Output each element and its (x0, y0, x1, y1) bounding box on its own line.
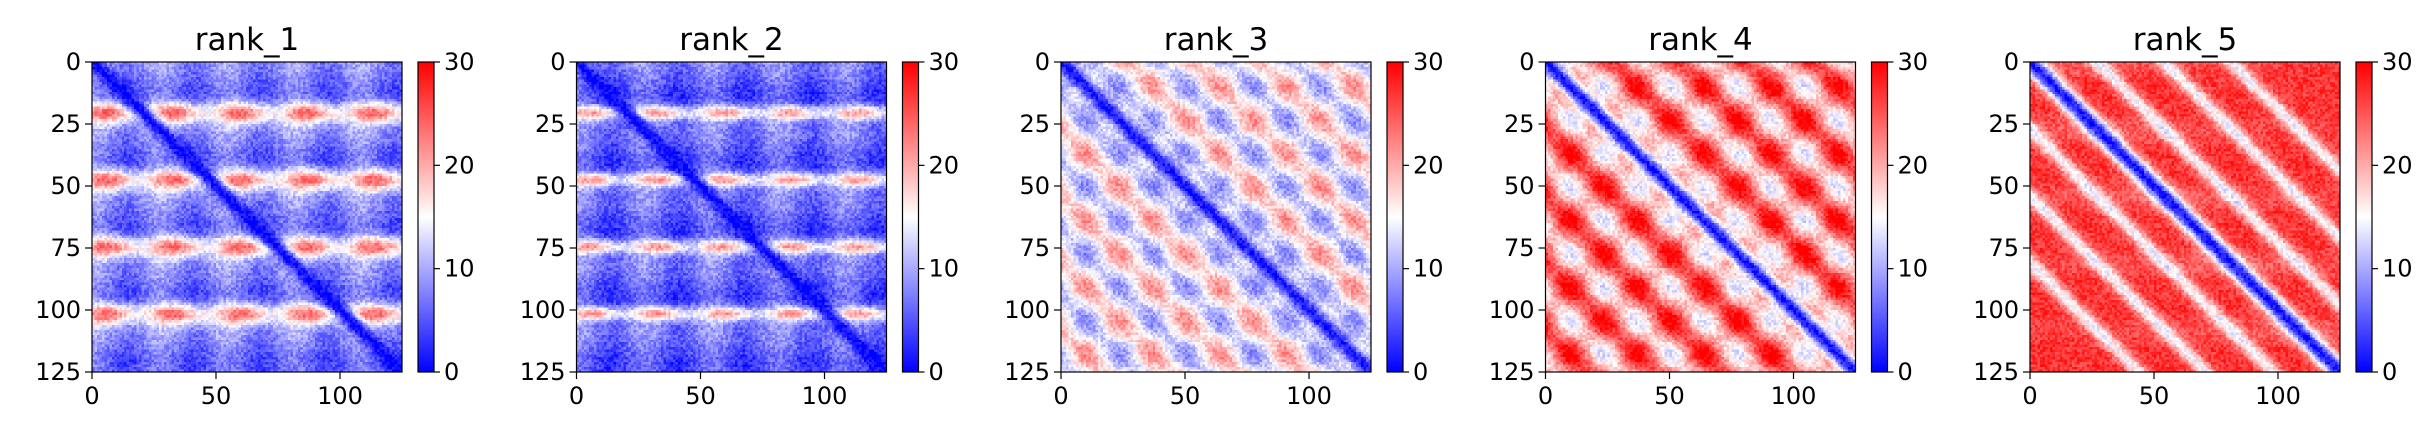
colorbar-frame (901, 61, 920, 373)
colorbar-tick-label: 10 (1413, 255, 1444, 283)
colorbar-tick-label: 0 (1898, 358, 1913, 386)
y-tick-label: 25 (535, 110, 566, 138)
y-tick-label: 25 (1988, 110, 2019, 138)
x-tick-label: 100 (2255, 382, 2301, 410)
x-tick-label: 100 (1286, 382, 1332, 410)
y-tick-label: 100 (1973, 296, 2019, 324)
y-tick-label: 75 (1988, 234, 2019, 262)
y-tick-label: 100 (35, 296, 81, 324)
colorbar-tick-label: 30 (1898, 48, 1929, 76)
colorbar-tick-label: 0 (444, 358, 459, 386)
y-tick-label: 50 (50, 172, 81, 200)
x-tick-label: 50 (1654, 382, 1685, 410)
x-tick-label: 0 (569, 382, 584, 410)
plot-frame (1060, 61, 1372, 373)
y-tick-label: 50 (1504, 172, 1535, 200)
y-tick-label: 100 (520, 296, 566, 324)
colorbar-tick-label: 30 (1413, 48, 1444, 76)
y-tick-label: 125 (35, 358, 81, 386)
colorbar-tick-label: 0 (929, 358, 944, 386)
y-tick-label: 25 (1019, 110, 1050, 138)
y-tick-label: 125 (1004, 358, 1050, 386)
y-tick-label: 50 (1988, 172, 2019, 200)
x-tick-label: 0 (84, 382, 99, 410)
colorbar-tick-label: 20 (1413, 151, 1444, 179)
y-tick-label: 25 (50, 110, 81, 138)
plot-frame (575, 61, 888, 373)
colorbar (1871, 62, 1888, 372)
y-tick-label: 0 (550, 48, 565, 76)
x-tick-label: 50 (201, 382, 232, 410)
heatmap-image (576, 62, 887, 372)
y-tick-label: 0 (2004, 48, 2019, 76)
colorbar-tick-label: 30 (2382, 48, 2413, 76)
colorbar-frame (417, 61, 435, 373)
x-tick-label: 0 (1538, 382, 1553, 410)
y-tick-label: 125 (1973, 358, 2019, 386)
colorbar-tick-label: 20 (1898, 151, 1929, 179)
colorbar-tick-label: 20 (929, 151, 960, 179)
colorbar (418, 62, 434, 372)
colorbar-tick-label: 20 (2382, 151, 2413, 179)
colorbar (1387, 62, 1403, 372)
y-tick-label: 0 (1035, 48, 1050, 76)
colorbar (902, 62, 919, 372)
colorbar-frame (1870, 61, 1889, 373)
y-tick-label: 0 (1519, 48, 1534, 76)
y-tick-label: 50 (1019, 172, 1050, 200)
chart-title: rank_5 (2133, 22, 2238, 58)
colorbar-tick-label: 10 (1898, 255, 1929, 283)
chart-title: rank_1 (195, 22, 300, 58)
x-tick-label: 100 (1771, 382, 1817, 410)
colorbar-tick-label: 10 (929, 255, 960, 283)
colorbar-tick-label: 30 (929, 48, 960, 76)
colorbar-tick-label: 30 (444, 48, 475, 76)
y-tick-label: 75 (1019, 234, 1050, 262)
y-tick-label: 100 (1004, 296, 1050, 324)
x-tick-label: 50 (685, 382, 716, 410)
y-tick-label: 75 (50, 234, 81, 262)
colorbar-tick-label: 0 (1413, 358, 1428, 386)
y-tick-label: 50 (535, 172, 566, 200)
y-tick-label: 25 (1504, 110, 1535, 138)
colorbar (2356, 62, 2372, 372)
x-tick-label: 100 (802, 382, 848, 410)
heatmap-image (1545, 62, 1856, 372)
chart-title: rank_3 (1164, 22, 1269, 58)
x-tick-label: 0 (2022, 382, 2037, 410)
x-tick-label: 0 (1053, 382, 1068, 410)
y-tick-label: 125 (520, 358, 566, 386)
colorbar-tick-label: 10 (2382, 255, 2413, 283)
colorbar-frame (1386, 61, 1404, 373)
colorbar-tick-label: 20 (444, 151, 475, 179)
colorbar-tick-label: 0 (2382, 358, 2397, 386)
plot-frame (91, 61, 403, 373)
y-tick-label: 75 (1504, 234, 1535, 262)
colorbar-frame (2355, 61, 2373, 373)
heatmap-image (1061, 62, 1371, 372)
colorbar-tick-label: 10 (444, 255, 475, 283)
x-tick-label: 50 (2139, 382, 2170, 410)
y-tick-label: 125 (1489, 358, 1535, 386)
chart-title: rank_4 (1648, 22, 1753, 58)
plot-frame (2029, 61, 2341, 373)
y-tick-label: 75 (535, 234, 566, 262)
y-tick-label: 100 (1489, 296, 1535, 324)
x-tick-label: 100 (317, 382, 363, 410)
heatmap-image (2030, 62, 2340, 372)
chart-title: rank_2 (679, 22, 784, 58)
y-tick-label: 0 (66, 48, 81, 76)
plot-frame (1544, 61, 1857, 373)
x-tick-label: 50 (1170, 382, 1201, 410)
heatmap-image (92, 62, 402, 372)
